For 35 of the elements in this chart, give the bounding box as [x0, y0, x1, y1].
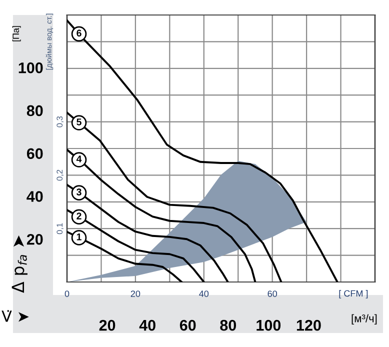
text: V̇ ➤ — [2, 310, 29, 322]
y-tick-label: 20 — [26, 234, 43, 245]
series-label: 4 — [76, 156, 82, 162]
y2-tick-label: 0,2 — [56, 170, 64, 181]
legend-label: 1 — [76, 234, 82, 240]
x-tick-label: 20 — [130, 290, 140, 297]
x2-tick-label: 40 — [139, 320, 156, 331]
text: Δ p$_{fa}$ ➤ — [12, 235, 28, 293]
x2-axis-title: [м³/ч] — [352, 314, 377, 325]
line-series — [67, 112, 282, 282]
line-series — [67, 184, 229, 282]
y-axis-title: [Па] — [12, 26, 21, 42]
line-series — [67, 148, 256, 282]
line-series — [67, 230, 183, 282]
x2-tick-label: 60 — [180, 320, 196, 331]
x-tick-label: 60 — [268, 290, 277, 297]
x-tick-label: 40 — [199, 290, 209, 297]
y-tick-label: 80 — [26, 105, 43, 116]
y2-tick-label: 0,1 — [56, 223, 64, 234]
y-tick-label: 100 — [18, 62, 43, 74]
x2-tick-label: 100 — [256, 320, 281, 331]
line-series — [67, 208, 205, 282]
series-label: 3 — [76, 188, 82, 196]
series-label: 6 — [76, 30, 82, 37]
line-series — [67, 19, 338, 282]
x-axis-title: [ CFM ] — [339, 290, 368, 298]
y2-tick-label: 0,3 — [56, 116, 64, 128]
series-label: 5 — [76, 118, 82, 126]
series-label: 2 — [76, 212, 82, 220]
x2-tick-label: 20 — [99, 320, 116, 331]
x-tick-label: 0 — [64, 290, 70, 297]
x2-tick-label: 80 — [220, 320, 236, 331]
y-tick-label: 60 — [26, 148, 43, 160]
y-tick-label: 40 — [26, 191, 43, 202]
x2-tick-label: 120 — [296, 320, 321, 331]
